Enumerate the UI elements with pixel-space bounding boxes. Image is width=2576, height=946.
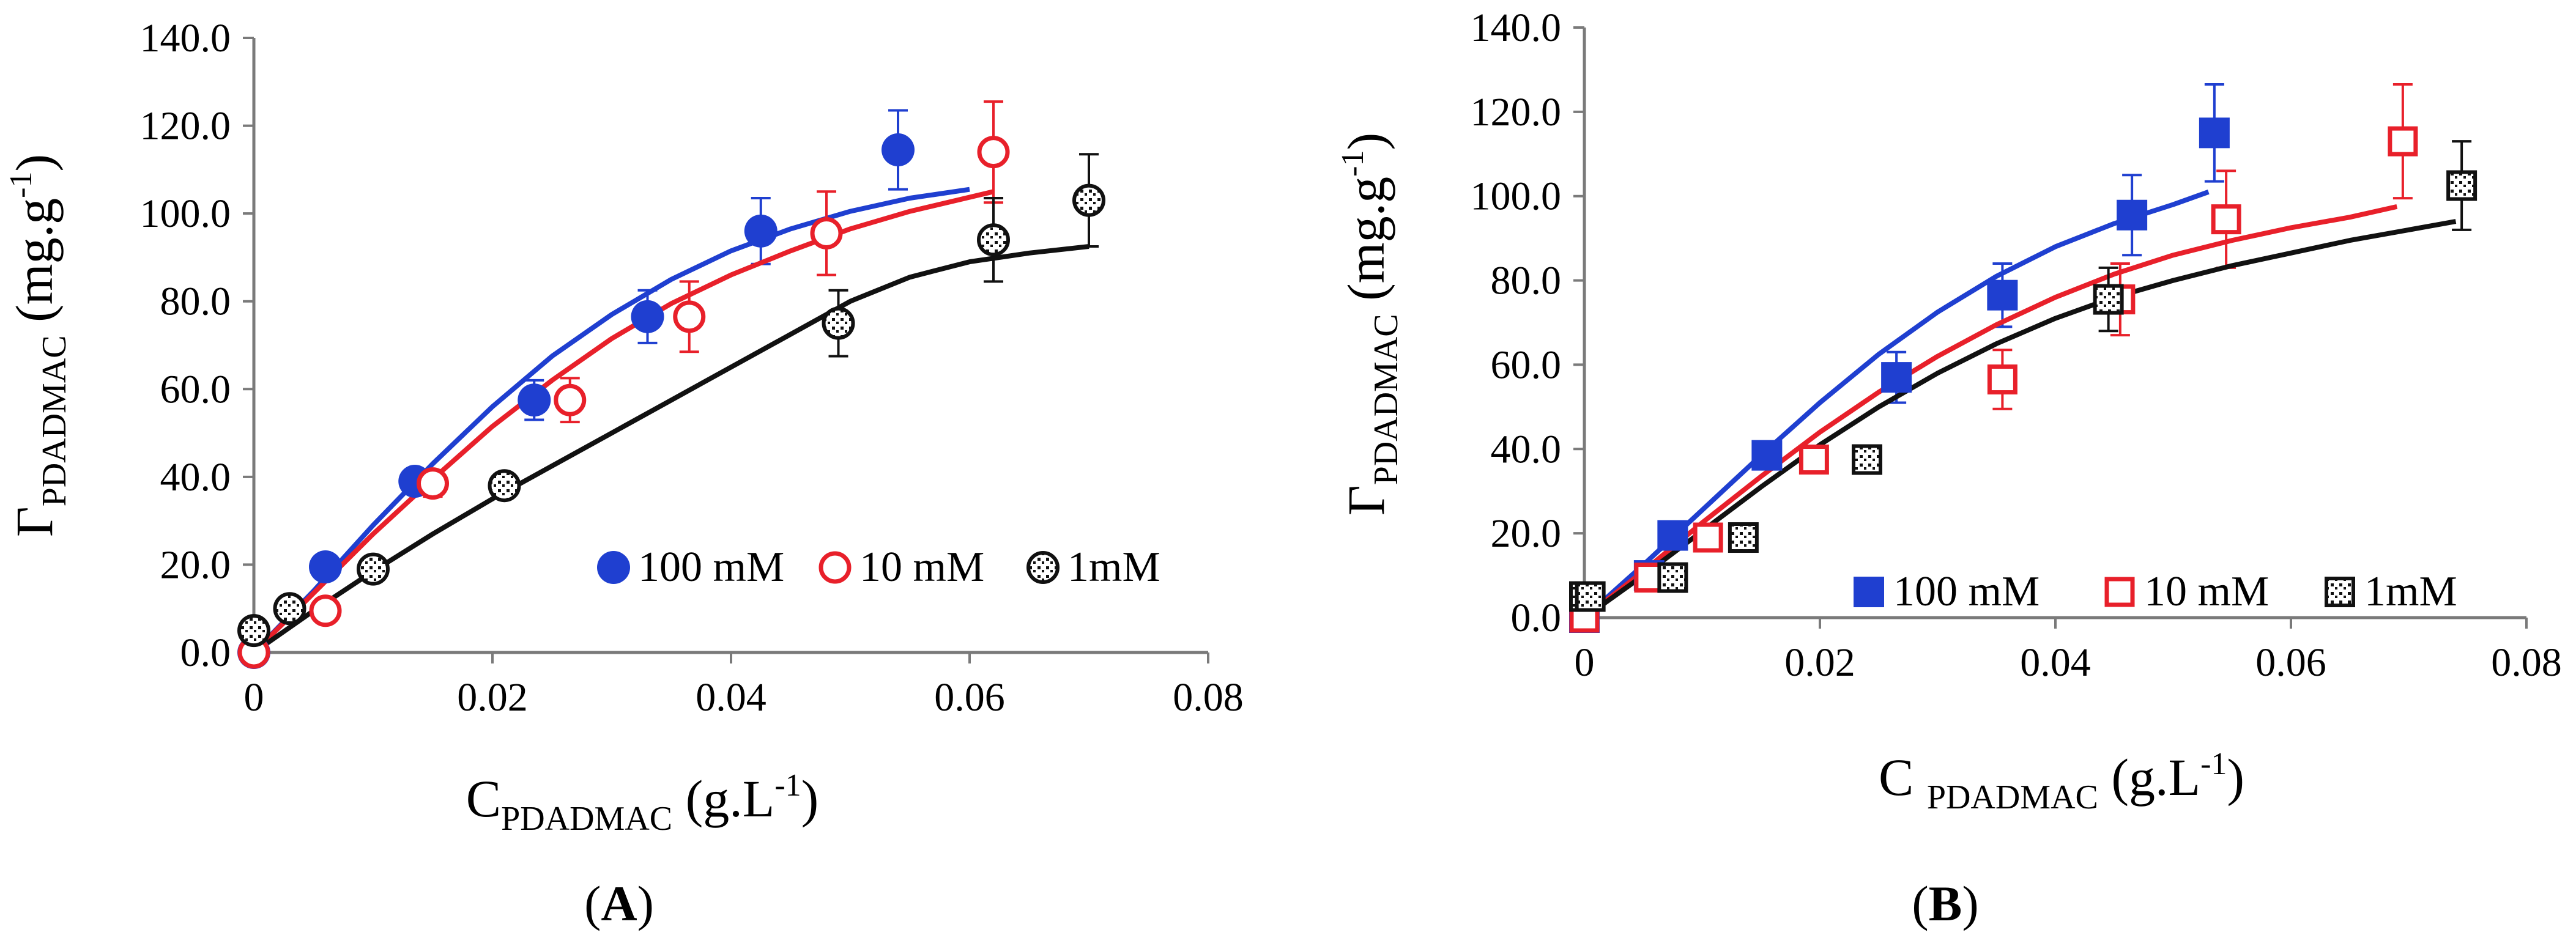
- data-point: [2388, 126, 2418, 157]
- data-point: [2199, 117, 2230, 149]
- x-tick-label: 0.08: [1173, 675, 1244, 720]
- data-point: [882, 133, 915, 167]
- legend-label: 10 mM: [2144, 568, 2269, 615]
- data-point: [2117, 199, 2148, 231]
- data-point: [744, 214, 778, 248]
- y-tick-label: 100.0: [1471, 174, 1562, 219]
- y-tick-label: 120.0: [1471, 90, 1562, 135]
- markers-1mm: [237, 183, 1105, 648]
- y-axis-title: ΓPDADMAC (mg.g-1): [4, 154, 73, 537]
- data-point: [237, 614, 270, 648]
- y-tick-label: 20.0: [160, 542, 231, 587]
- x-tick-label: 0.04: [696, 675, 766, 720]
- data-point: [2211, 204, 2241, 235]
- legend-marker: [1026, 551, 1060, 584]
- y-tick-label: 40.0: [1491, 427, 1562, 471]
- data-point: [977, 136, 1010, 169]
- fit-curve: [252, 244, 1089, 655]
- x-tick-label: 0.06: [2255, 640, 2326, 685]
- x-tick-label: 0.02: [1784, 640, 1855, 685]
- x-tick-label: 0.04: [2020, 640, 2091, 685]
- series-10mm: [252, 100, 1003, 654]
- data-point: [977, 223, 1010, 257]
- data-point: [554, 383, 587, 416]
- y-tick-label: 60.0: [1491, 342, 1562, 387]
- y-tick-label: 0.0: [1511, 596, 1562, 640]
- legend-label: 1mM: [1067, 544, 1160, 591]
- fit-curve: [252, 189, 994, 654]
- legend: 100 mM 10 mM 1mM: [597, 544, 1160, 591]
- fit-curve: [1583, 219, 2457, 620]
- legend-marker: [818, 551, 852, 584]
- y-axis-title: ΓPDADMAC (mg.g-1): [1335, 133, 1405, 515]
- markers-10mm: [1569, 126, 2418, 633]
- x-tick-label: 0: [244, 675, 264, 720]
- markers-1mm: [1569, 170, 2478, 612]
- data-point: [1987, 279, 2018, 311]
- fit-curve: [1583, 204, 2398, 620]
- fit-curve: [1583, 190, 2210, 619]
- data-point: [273, 592, 306, 626]
- y-tick-label: 20.0: [1491, 511, 1562, 556]
- data-point: [357, 552, 390, 586]
- data-point: [1751, 440, 1783, 471]
- data-point: [1881, 362, 1912, 393]
- data-point: [2446, 170, 2478, 201]
- legend: 100 mM 10 mM 1mM: [1854, 568, 2457, 615]
- x-tick-label: 0.02: [457, 675, 528, 720]
- data-point: [631, 300, 664, 333]
- data-point: [673, 300, 706, 333]
- data-point: [518, 383, 551, 417]
- legend-marker: [2104, 577, 2135, 607]
- data-point: [309, 550, 342, 584]
- data-point: [309, 594, 342, 627]
- data-point: [1693, 522, 1723, 553]
- legend-label: 1mM: [2364, 568, 2457, 615]
- chart-panel-B: 0.0 20.0 40.0 60.0 80.0 100.0 120.0 140.0 0 0.02 0…: [1335, 6, 2562, 931]
- legend-label: 100 mM: [638, 544, 784, 591]
- data-point: [1987, 364, 2017, 395]
- x-tick-label: 0.06: [934, 675, 1005, 720]
- data-point: [488, 469, 521, 503]
- y-tick-label: 140.0: [140, 16, 231, 61]
- data-point: [1657, 562, 1688, 593]
- x-axis-title: CPDADMAC (g.L-1): [466, 768, 819, 838]
- legend-label: 100 mM: [1893, 568, 2040, 615]
- panel-caption: (A): [584, 876, 654, 931]
- data-point: [1798, 445, 1829, 475]
- y-tick-label: 60.0: [160, 367, 231, 412]
- data-point: [2093, 284, 2124, 315]
- x-tick-label: 0.08: [2491, 640, 2562, 685]
- chart-panel-A: 0.0 20.0 40.0 60.0 80.0 100.0 120.0 140.0 0 0.02 0…: [4, 16, 1244, 931]
- y-tick-label: 0.0: [180, 630, 231, 675]
- y-tick-label: 40.0: [160, 455, 231, 500]
- y-axis-title-group: ΓPDADMAC (mg.g-1): [1335, 133, 1405, 515]
- x-tick-label: 0: [1575, 640, 1595, 685]
- data-point: [417, 467, 449, 500]
- legend-marker: [2325, 577, 2355, 607]
- panel-caption: (B): [1912, 876, 1978, 931]
- y-tick-label: 80.0: [1491, 259, 1562, 303]
- data-point: [1728, 522, 1759, 553]
- fit-curve: [252, 187, 970, 654]
- legend-marker: [1854, 577, 1884, 607]
- y-tick-label: 120.0: [140, 104, 231, 149]
- y-tick-label: 80.0: [160, 279, 231, 324]
- data-point: [822, 306, 855, 340]
- y-tick-label: 140.0: [1471, 6, 1562, 50]
- legend-label: 10 mM: [859, 544, 984, 591]
- y-tick-label: 100.0: [140, 191, 231, 236]
- data-point: [1657, 520, 1688, 551]
- data-point: [1072, 183, 1105, 217]
- data-point: [810, 216, 843, 249]
- y-axis-title-group: ΓPDADMAC (mg.g-1): [4, 154, 73, 537]
- data-point: [1575, 581, 1606, 612]
- legend-marker: [597, 551, 630, 584]
- x-axis-title: C PDADMAC (g.L-1): [1879, 747, 2244, 816]
- data-point: [1852, 444, 1882, 475]
